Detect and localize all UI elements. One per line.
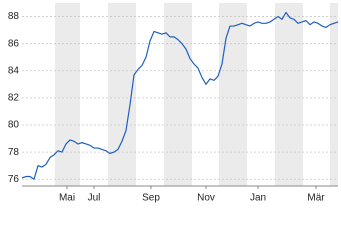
chart: 76 78 80 82 84 86 88 Mai Jul Sep Nov Jan Mär [8, 3, 339, 204]
y-tick-label: 86 [8, 38, 20, 49]
y-tick-label: 78 [8, 147, 20, 158]
line [21, 11, 339, 180]
band [330, 3, 338, 186]
y-tick-label: 76 [8, 174, 20, 185]
month-bands [55, 3, 338, 186]
x-tick-label: Nov [197, 193, 215, 204]
x-tick-label: Jul [88, 193, 101, 204]
x-tick-label: Jan [250, 193, 266, 204]
band [55, 3, 80, 186]
y-tick-label: 88 [8, 11, 20, 22]
x-tick-label: Mai [59, 193, 75, 204]
x-tick-label: Mär [307, 193, 325, 204]
y-tick-label: 80 [8, 120, 20, 131]
y-tick-label: 82 [8, 93, 20, 104]
x-tick-label: Sep [142, 193, 160, 204]
band [275, 3, 303, 186]
band [219, 3, 247, 186]
y-tick-label: 84 [8, 65, 20, 76]
band [164, 3, 192, 186]
